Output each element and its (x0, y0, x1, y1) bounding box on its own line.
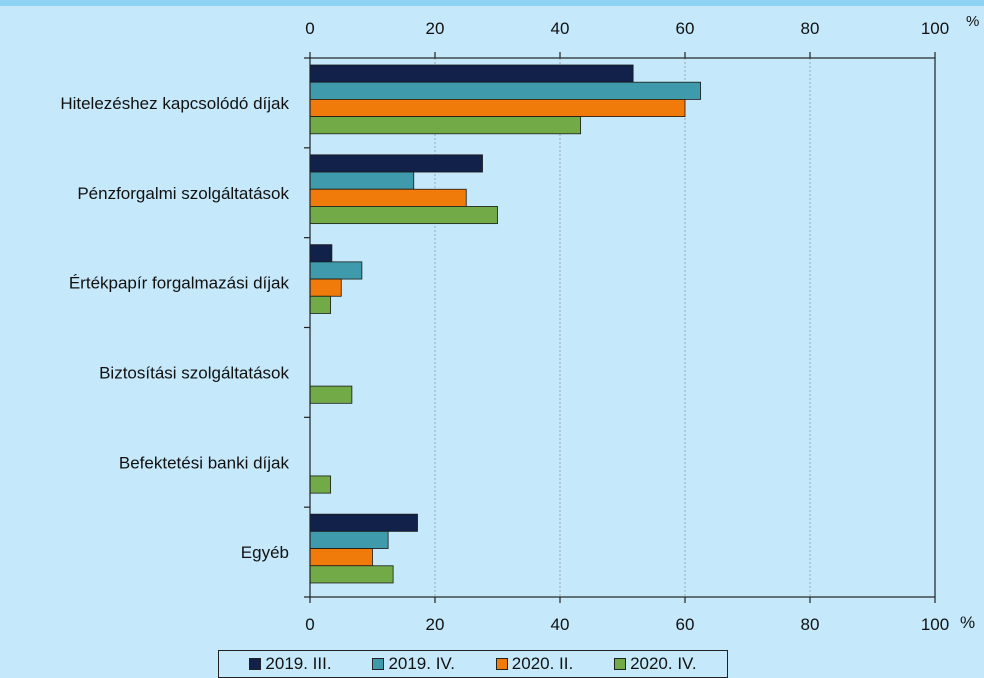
legend-label: 2019. IV. (388, 654, 455, 673)
bar (309, 548, 373, 567)
x-tick-label-top: 20 (426, 19, 445, 38)
bar (309, 64, 634, 83)
bar (309, 188, 467, 207)
category-label: Pénzforgalmi szolgáltatások (77, 184, 289, 203)
x-tick-label-bottom: 60 (676, 615, 695, 634)
legend-item: 2020. IV. (614, 654, 697, 674)
x-tick-label-bottom: 80 (801, 615, 820, 634)
bar (309, 278, 342, 297)
x-tick-label-top: 80 (801, 19, 820, 38)
category-label: Befektetési banki díjak (119, 453, 290, 472)
bar (309, 99, 686, 118)
bar (309, 475, 332, 494)
label-layer: 0 0 20 20 40 40 60 60 80 80 100 100%% Hitelezéshez k… (60, 13, 979, 634)
bar (309, 171, 415, 190)
x-tick-label-bottom: 0 (305, 615, 314, 634)
legend: 2019. III. 2019. IV. 2020. II. 2020. IV. (218, 650, 728, 678)
x-tick-label-bottom: 20 (426, 615, 445, 634)
bar (309, 565, 394, 584)
bar (309, 154, 483, 173)
unit-label-top: % (966, 13, 979, 30)
legend-swatch (372, 658, 385, 670)
bar (309, 295, 332, 314)
x-tick-label-top: 60 (676, 19, 695, 38)
category-label: Hitelezéshez kapcsolódó díjak (60, 94, 289, 113)
bar (309, 116, 582, 135)
legend-swatch (495, 658, 508, 670)
x-tick-label-bottom: 40 (551, 615, 570, 634)
grid-layer (434, 58, 811, 597)
legend-label: 2020. II. (511, 654, 574, 673)
bar (309, 513, 418, 532)
category-label: Egyéb (241, 543, 289, 562)
bar-layer (309, 64, 702, 584)
bar (309, 261, 363, 280)
legend-swatch (614, 658, 627, 670)
unit-label-bottom: % (960, 613, 975, 632)
x-tick-label-top: 100 (921, 19, 949, 38)
legend-item: 2019. III. (249, 654, 332, 674)
bar (309, 206, 498, 225)
bar (309, 530, 389, 549)
legend-item: 2019. IV. (372, 654, 455, 674)
legend-item: 2020. II. (495, 654, 574, 674)
x-tick-label-bottom: 100 (921, 615, 949, 634)
legend-label: 2019. III. (265, 654, 332, 673)
x-tick-label-top: 40 (551, 19, 570, 38)
category-label: Értékpapír forgalmazási díjak (69, 274, 290, 293)
axis-layer (304, 52, 936, 603)
legend-swatch (249, 658, 262, 670)
x-tick-label-top: 0 (305, 19, 314, 38)
top-accent-bar (0, 0, 984, 6)
legend-label: 2020. IV. (630, 654, 697, 673)
bar (309, 244, 333, 263)
category-label: Biztosítási szolgáltatások (99, 363, 289, 382)
bar (309, 81, 702, 100)
bar (309, 385, 353, 404)
